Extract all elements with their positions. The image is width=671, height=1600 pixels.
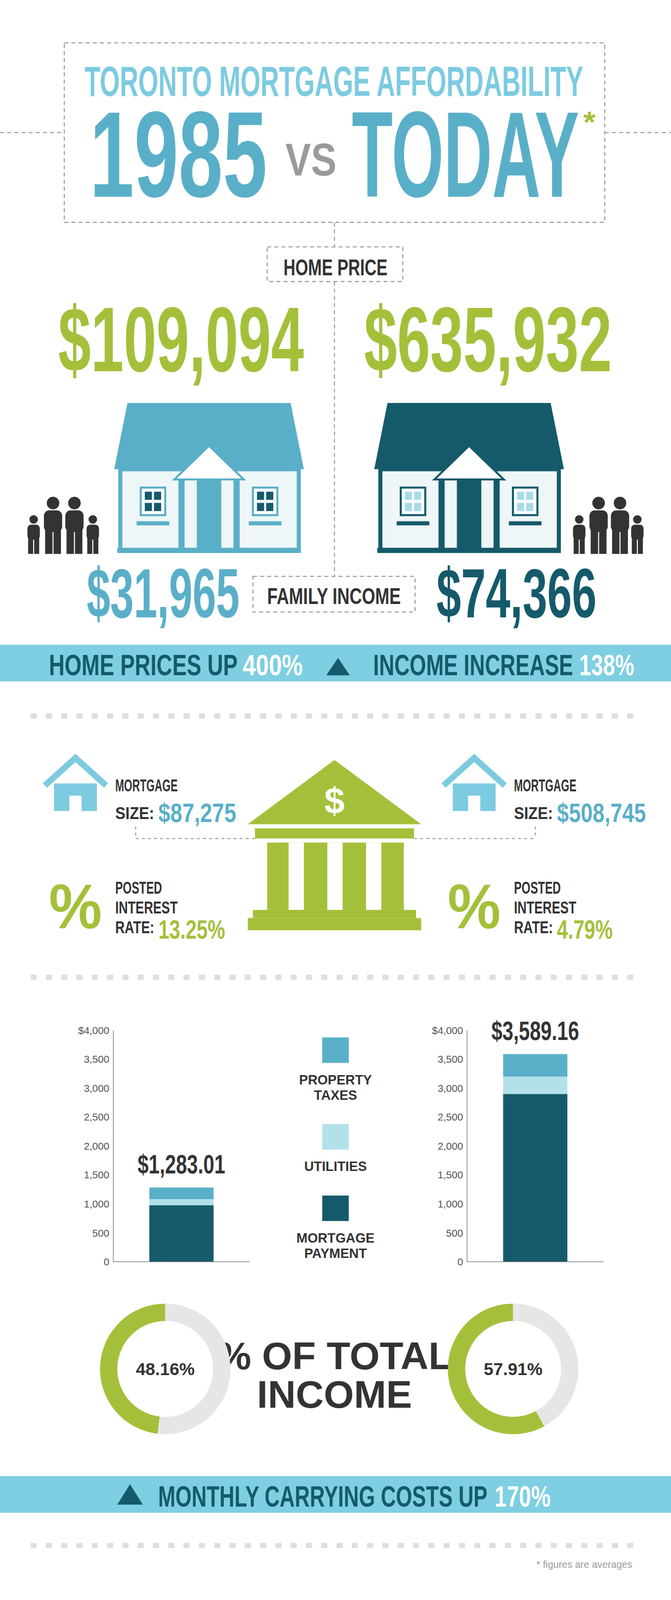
svg-text:0: 0 [103, 1255, 110, 1267]
svg-text:$1,283.01: $1,283.01 [137, 1148, 225, 1179]
svg-text:$: $ [324, 779, 345, 821]
svg-text:3,500: 3,500 [83, 1052, 110, 1065]
svg-text:170%: 170% [494, 1479, 551, 1513]
svg-text:SIZE:: SIZE: [115, 802, 155, 823]
svg-text:13.25%: 13.25% [158, 914, 225, 944]
svg-text:138%: 138% [579, 648, 634, 682]
svg-text:MONTHLY CARRYING COSTS UP: MONTHLY CARRYING COSTS UP [158, 1479, 488, 1513]
svg-text:0: 0 [457, 1255, 463, 1267]
svg-text:4.79%: 4.79% [556, 914, 613, 944]
svg-text:500: 500 [92, 1226, 110, 1239]
svg-text:INCOME INCREASE: INCOME INCREASE [373, 648, 574, 682]
svg-text:%: % [447, 870, 501, 942]
svg-text:RATE:: RATE: [115, 917, 155, 937]
svg-text:* figures are averages: * figures are averages [536, 1557, 633, 1570]
svg-text:$109,094: $109,094 [58, 288, 304, 391]
svg-text:2,500: 2,500 [83, 1110, 110, 1123]
svg-text:$508,745: $508,745 [556, 797, 646, 828]
svg-text:MORTGAGE: MORTGAGE [513, 775, 577, 795]
svg-text:2,500: 2,500 [437, 1110, 464, 1123]
svg-text:UTILITIES: UTILITIES [304, 1158, 368, 1174]
svg-text:%: % [48, 870, 102, 942]
svg-text:57.91%: 57.91% [483, 1358, 543, 1379]
svg-text:INTEREST: INTEREST [513, 897, 600, 917]
svg-text:$635,932: $635,932 [364, 288, 613, 391]
svg-text:HOME PRICE: HOME PRICE [283, 254, 388, 281]
svg-text:POSTED: POSTED [115, 877, 163, 897]
svg-text:48.16%: 48.16% [135, 1358, 195, 1379]
svg-text:FAMILY INCOME: FAMILY INCOME [267, 583, 401, 609]
svg-text:$4,000: $4,000 [78, 1024, 110, 1036]
svg-text:1,000: 1,000 [83, 1197, 110, 1210]
svg-text:2,000: 2,000 [437, 1139, 464, 1152]
svg-text:MORTGAGE: MORTGAGE [115, 775, 178, 795]
svg-text:3,500: 3,500 [437, 1052, 464, 1065]
svg-text:TAXES: TAXES [313, 1087, 357, 1103]
svg-text:SIZE:: SIZE: [513, 802, 553, 823]
svg-text:*: * [583, 104, 597, 139]
svg-text:% OF TOTAL: % OF TOTAL [216, 1333, 453, 1378]
svg-text:3,000: 3,000 [437, 1082, 464, 1094]
svg-text:$4,000: $4,000 [431, 1024, 463, 1036]
svg-text:$31,965: $31,965 [86, 554, 240, 632]
svg-text:INTEREST: INTEREST [115, 897, 201, 917]
svg-text:1985: 1985 [89, 85, 268, 223]
svg-text:MORTGAGE: MORTGAGE [296, 1230, 375, 1246]
svg-text:500: 500 [446, 1226, 463, 1239]
svg-text:2,000: 2,000 [83, 1139, 110, 1152]
svg-text:3,000: 3,000 [83, 1082, 110, 1094]
svg-text:RATE:: RATE: [513, 917, 553, 937]
svg-text:PROPERTY: PROPERTY [298, 1072, 373, 1088]
svg-text:$87,275: $87,275 [158, 797, 237, 828]
svg-text:$74,366: $74,366 [436, 554, 597, 632]
svg-text:PAYMENT: PAYMENT [304, 1245, 368, 1261]
svg-text:TODAY: TODAY [351, 85, 580, 223]
svg-text:$3,589.16: $3,589.16 [491, 1015, 579, 1046]
svg-text:INCOME: INCOME [256, 1372, 413, 1416]
svg-text:POSTED: POSTED [513, 877, 561, 897]
svg-text:1,500: 1,500 [83, 1169, 110, 1181]
svg-text:HOME PRICES UP: HOME PRICES UP [48, 648, 238, 682]
svg-text:400%: 400% [242, 648, 303, 682]
svg-text:1,500: 1,500 [437, 1169, 464, 1181]
svg-text:VS: VS [285, 133, 337, 186]
svg-text:1,000: 1,000 [437, 1197, 464, 1210]
